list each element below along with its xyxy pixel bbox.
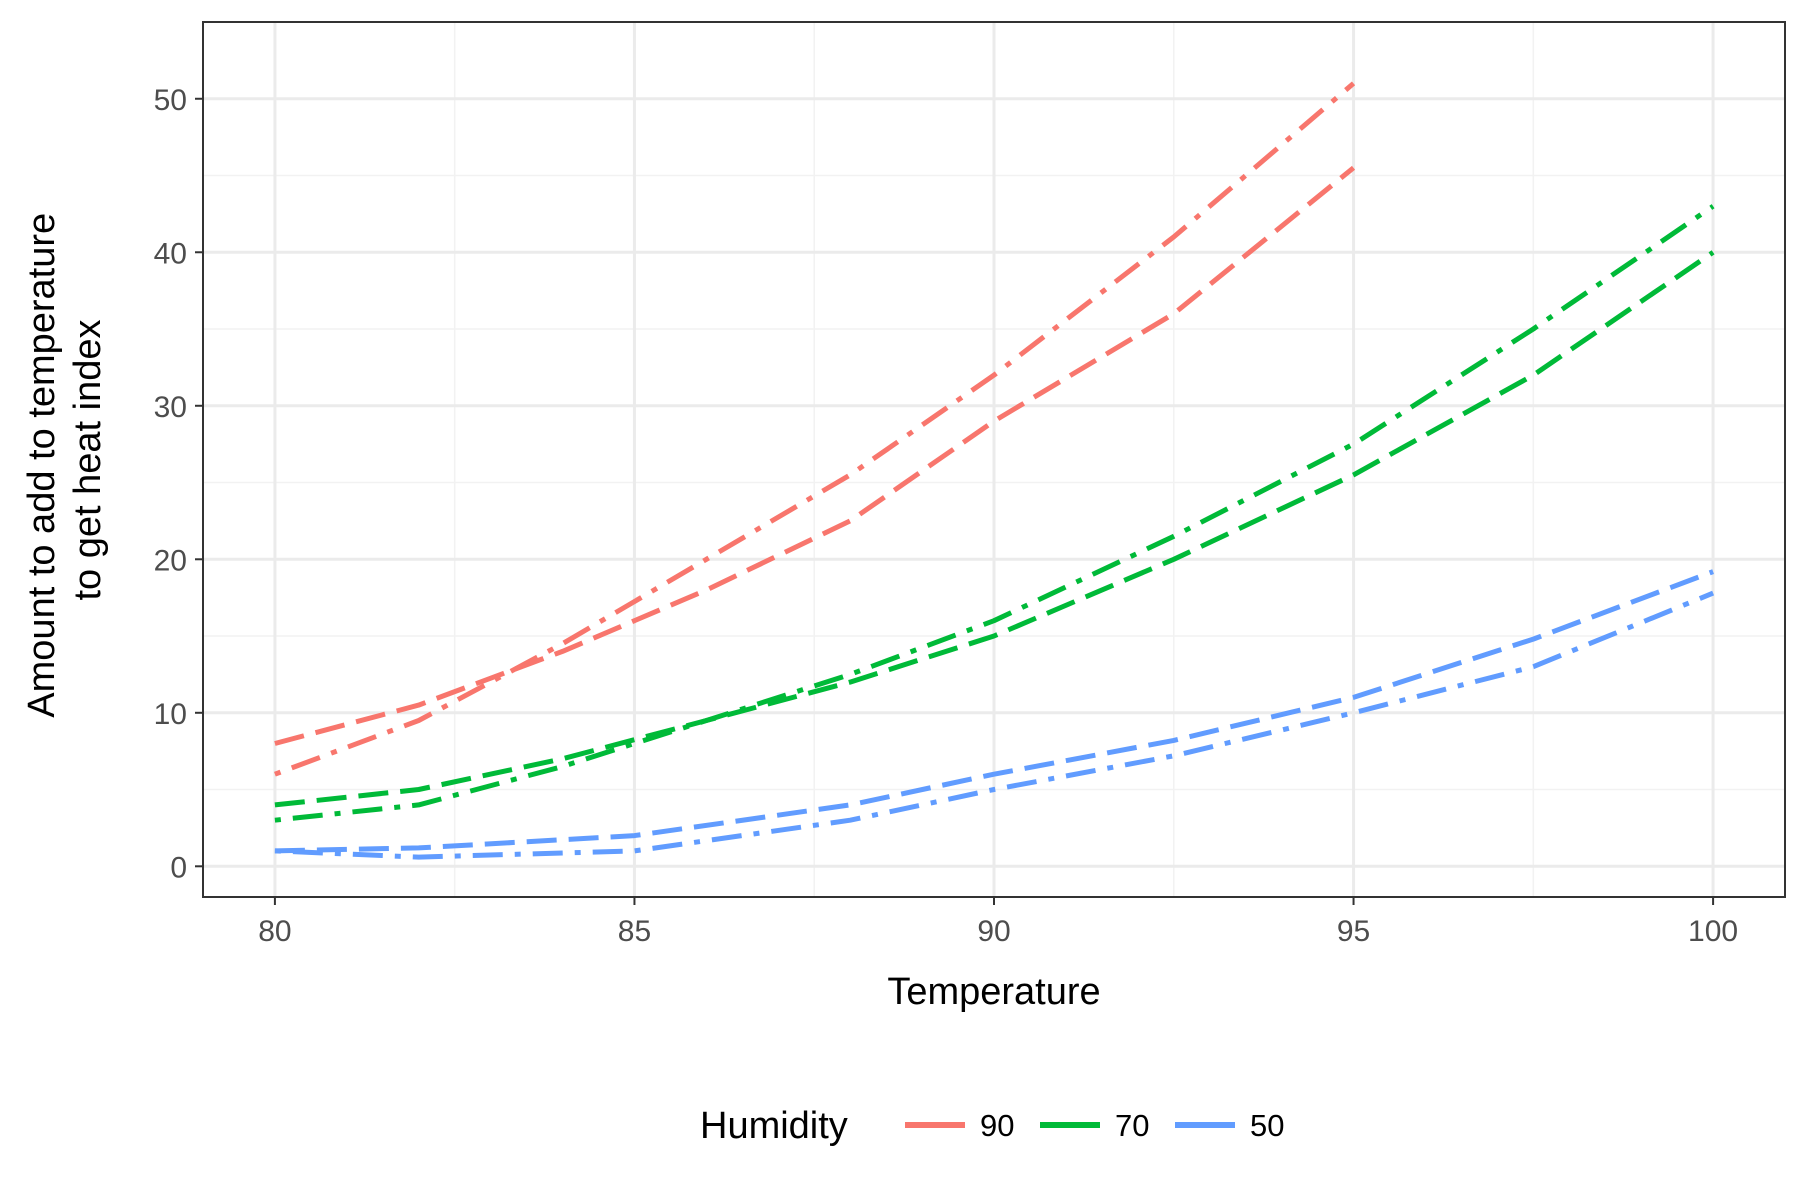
legend-label-90: 90 bbox=[980, 1108, 1014, 1143]
legend-label-70: 70 bbox=[1115, 1108, 1149, 1143]
x-axis: 80 85 90 95 100 bbox=[258, 897, 1738, 948]
x-axis-title: Temperature bbox=[887, 971, 1100, 1013]
x-tick-label: 85 bbox=[618, 915, 651, 948]
y-tick-label: 30 bbox=[154, 391, 187, 424]
legend-title: Humidity bbox=[700, 1105, 848, 1147]
series-line-50-dashed bbox=[274, 569, 1714, 854]
x-tick-label: 95 bbox=[1337, 915, 1370, 948]
y-axis: 0 10 20 30 40 50 bbox=[154, 84, 203, 884]
x-tick-label: 80 bbox=[258, 915, 291, 948]
legend-entries: 90 70 50 bbox=[905, 1108, 1284, 1143]
series-layer bbox=[274, 81, 1715, 860]
y-tick-label: 50 bbox=[154, 84, 187, 117]
y-axis-title: Amount to add to temperature to get heat… bbox=[21, 202, 109, 717]
grid-major bbox=[203, 22, 1785, 897]
y-tick-label: 10 bbox=[154, 698, 187, 731]
y-tick-label: 20 bbox=[154, 544, 187, 577]
series-line-70-dotdash bbox=[274, 204, 1715, 823]
y-axis-title-line-1: Amount to add to temperature bbox=[21, 213, 63, 718]
legend: Humidity 90 70 50 bbox=[700, 1105, 1284, 1147]
series-line-90-dotdash bbox=[274, 81, 1356, 777]
legend-label-50: 50 bbox=[1250, 1108, 1284, 1143]
series-line-50-dotdash bbox=[274, 590, 1715, 860]
x-tick-label: 90 bbox=[977, 915, 1010, 948]
y-tick-label: 40 bbox=[154, 237, 187, 270]
series-line-90-dashed bbox=[274, 165, 1356, 746]
y-axis-title-line-2: to get heat index bbox=[67, 320, 109, 601]
series-line-70-dashed bbox=[274, 250, 1715, 808]
y-tick-label: 0 bbox=[170, 851, 187, 884]
x-tick-label: 100 bbox=[1688, 915, 1738, 948]
